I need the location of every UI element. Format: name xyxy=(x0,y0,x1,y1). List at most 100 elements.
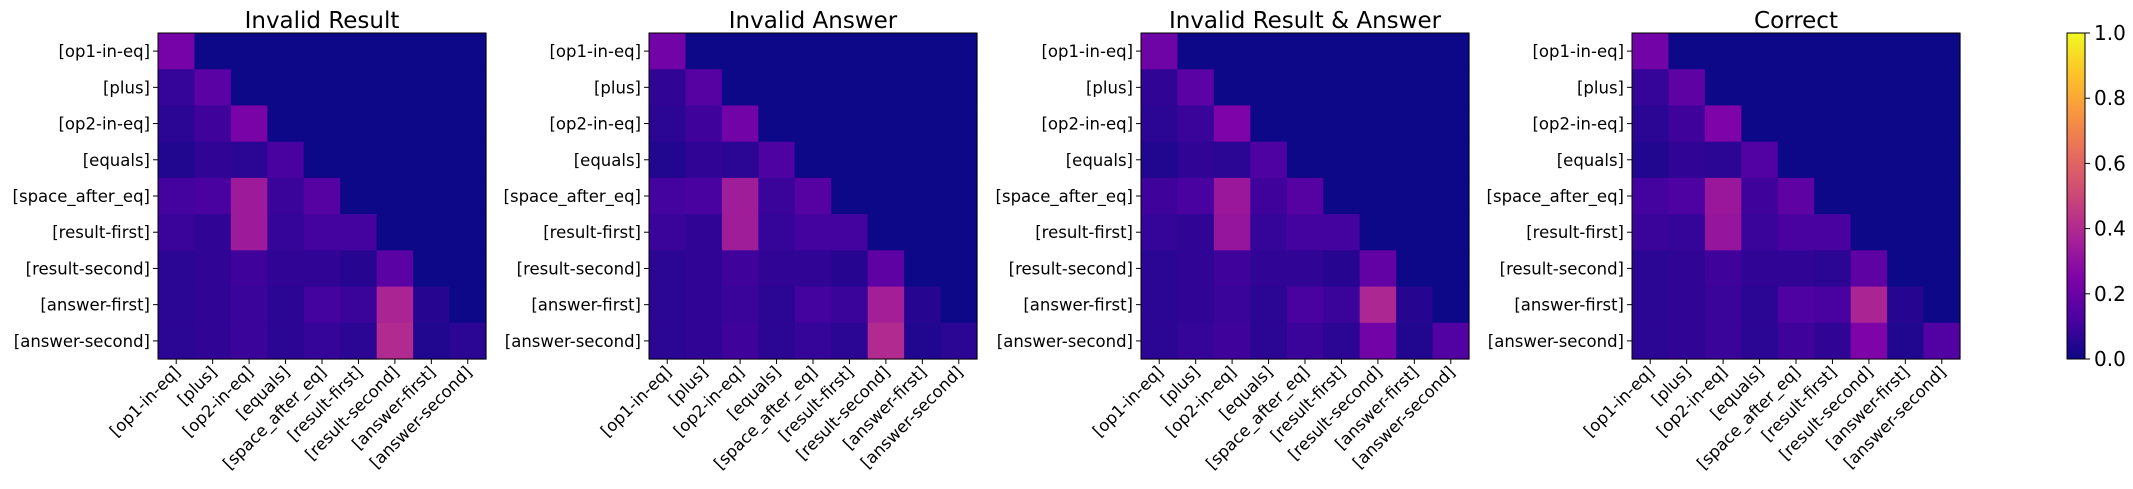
heatmap-cell xyxy=(1213,250,1251,288)
colorbar-tick-label: 0.8 xyxy=(2094,86,2126,110)
heatmap-cell xyxy=(1396,141,1434,179)
heatmap-cell xyxy=(1323,177,1361,215)
y-tick-label: [answer-first] xyxy=(1514,296,1624,315)
heatmap-cell xyxy=(1704,69,1742,107)
heatmap-cell xyxy=(649,69,687,107)
heatmap-cell xyxy=(1323,286,1361,324)
heatmap-cell xyxy=(1141,141,1179,179)
heatmap-cell xyxy=(1741,33,1779,70)
heatmap-cell xyxy=(649,105,687,143)
colorbar-tick-label: 0.0 xyxy=(2094,347,2126,371)
heatmap-cell xyxy=(721,69,759,107)
heatmap-cell xyxy=(1814,141,1852,179)
heatmap-cell xyxy=(1704,286,1742,324)
heatmap-cell xyxy=(267,33,305,70)
heatmap-cell xyxy=(1177,105,1215,143)
heatmap-cell xyxy=(413,141,451,179)
heatmap-cell xyxy=(1213,322,1251,360)
heatmap-cell xyxy=(904,286,942,324)
heatmap-cell xyxy=(1432,322,1470,360)
heatmap-cell xyxy=(1432,214,1470,251)
colorbar-tick-label: 0.6 xyxy=(2094,151,2126,175)
heatmap-cell xyxy=(1250,214,1288,251)
y-tick-label: [equals] xyxy=(1557,151,1624,170)
heatmap-cell xyxy=(1850,69,1888,107)
heatmap-cell xyxy=(1741,69,1779,107)
heatmap-cell xyxy=(1704,322,1742,360)
heatmap-cell xyxy=(1432,177,1470,215)
y-tick-label: [equals] xyxy=(574,151,641,170)
heatmap-cell xyxy=(376,177,414,215)
heatmap-cell xyxy=(1923,69,1961,107)
heatmap-cell xyxy=(1359,33,1397,70)
heatmap-cell xyxy=(1814,105,1852,143)
heatmap-cell xyxy=(685,214,723,251)
heatmap-cell xyxy=(794,286,832,324)
heatmap-cell xyxy=(267,322,305,360)
heatmap-cell xyxy=(831,250,869,288)
heatmap-cell xyxy=(1668,322,1706,360)
heatmap-cell xyxy=(1323,69,1361,107)
heatmap-cell xyxy=(1177,141,1215,179)
heatmap-cell xyxy=(449,286,487,324)
heatmap-cell xyxy=(1777,286,1815,324)
heatmap-cell xyxy=(649,250,687,288)
heatmap-cell xyxy=(1213,141,1251,179)
heatmap-cell xyxy=(413,69,451,107)
heatmap-cell xyxy=(758,250,796,288)
heatmap-cell xyxy=(449,141,487,179)
heatmap-cell xyxy=(1887,69,1925,107)
heatmap-cell xyxy=(1704,177,1742,215)
heatmap-cell xyxy=(1323,33,1361,70)
heatmap-cell xyxy=(376,214,414,251)
heatmap-cell xyxy=(194,141,232,179)
heatmap-cell xyxy=(303,322,341,360)
heatmap-cell xyxy=(1814,286,1852,324)
heatmap-cell xyxy=(794,69,832,107)
heatmap-cell xyxy=(1777,33,1815,70)
heatmap-cell xyxy=(1396,286,1434,324)
heatmap-cell xyxy=(649,286,687,324)
panel-title: Invalid Answer xyxy=(729,8,898,34)
heatmap-cell xyxy=(1741,141,1779,179)
heatmap-cell xyxy=(1323,250,1361,288)
heatmap-cell xyxy=(1432,33,1470,70)
heatmap-cell xyxy=(413,105,451,143)
y-tick-label: [equals] xyxy=(1066,151,1133,170)
heatmap-cell xyxy=(831,177,869,215)
panel-title: Invalid Result & Answer xyxy=(1169,8,1442,34)
heatmap-cell xyxy=(904,177,942,215)
heatmap-cell xyxy=(940,177,978,215)
heatmap-cell xyxy=(1668,105,1706,143)
heatmap-cell xyxy=(230,286,268,324)
heatmap-cell xyxy=(1814,322,1852,360)
heatmap-cell xyxy=(1668,141,1706,179)
heatmap-cell xyxy=(158,141,196,179)
heatmap-cell xyxy=(376,105,414,143)
heatmap-cell xyxy=(1141,105,1179,143)
heatmap-cell xyxy=(1141,69,1179,107)
heatmap-cell xyxy=(1923,286,1961,324)
heatmap-cell xyxy=(685,69,723,107)
heatmap-cell xyxy=(1177,322,1215,360)
heatmap-cell xyxy=(194,69,232,107)
heatmap-cell xyxy=(649,322,687,360)
heatmap-cell xyxy=(267,177,305,215)
heatmap-cell xyxy=(1396,33,1434,70)
heatmap-cell xyxy=(1777,214,1815,251)
heatmap-cell xyxy=(340,322,378,360)
panel-title: Correct xyxy=(1754,8,1838,34)
heatmap-cell xyxy=(758,33,796,70)
y-tick-label: [plus] xyxy=(1577,78,1624,97)
heatmap-cell xyxy=(867,69,905,107)
heatmap-cell xyxy=(1286,214,1324,251)
heatmap-cell xyxy=(1923,105,1961,143)
heatmap-cell xyxy=(158,214,196,251)
y-tick-label: [plus] xyxy=(594,78,641,97)
heatmap-cell xyxy=(685,33,723,70)
heatmap-cell xyxy=(794,141,832,179)
heatmap-cell xyxy=(1704,250,1742,288)
heatmap-cell xyxy=(1741,214,1779,251)
heatmap-cell xyxy=(758,141,796,179)
y-tick-label: [result-first] xyxy=(1035,223,1133,242)
